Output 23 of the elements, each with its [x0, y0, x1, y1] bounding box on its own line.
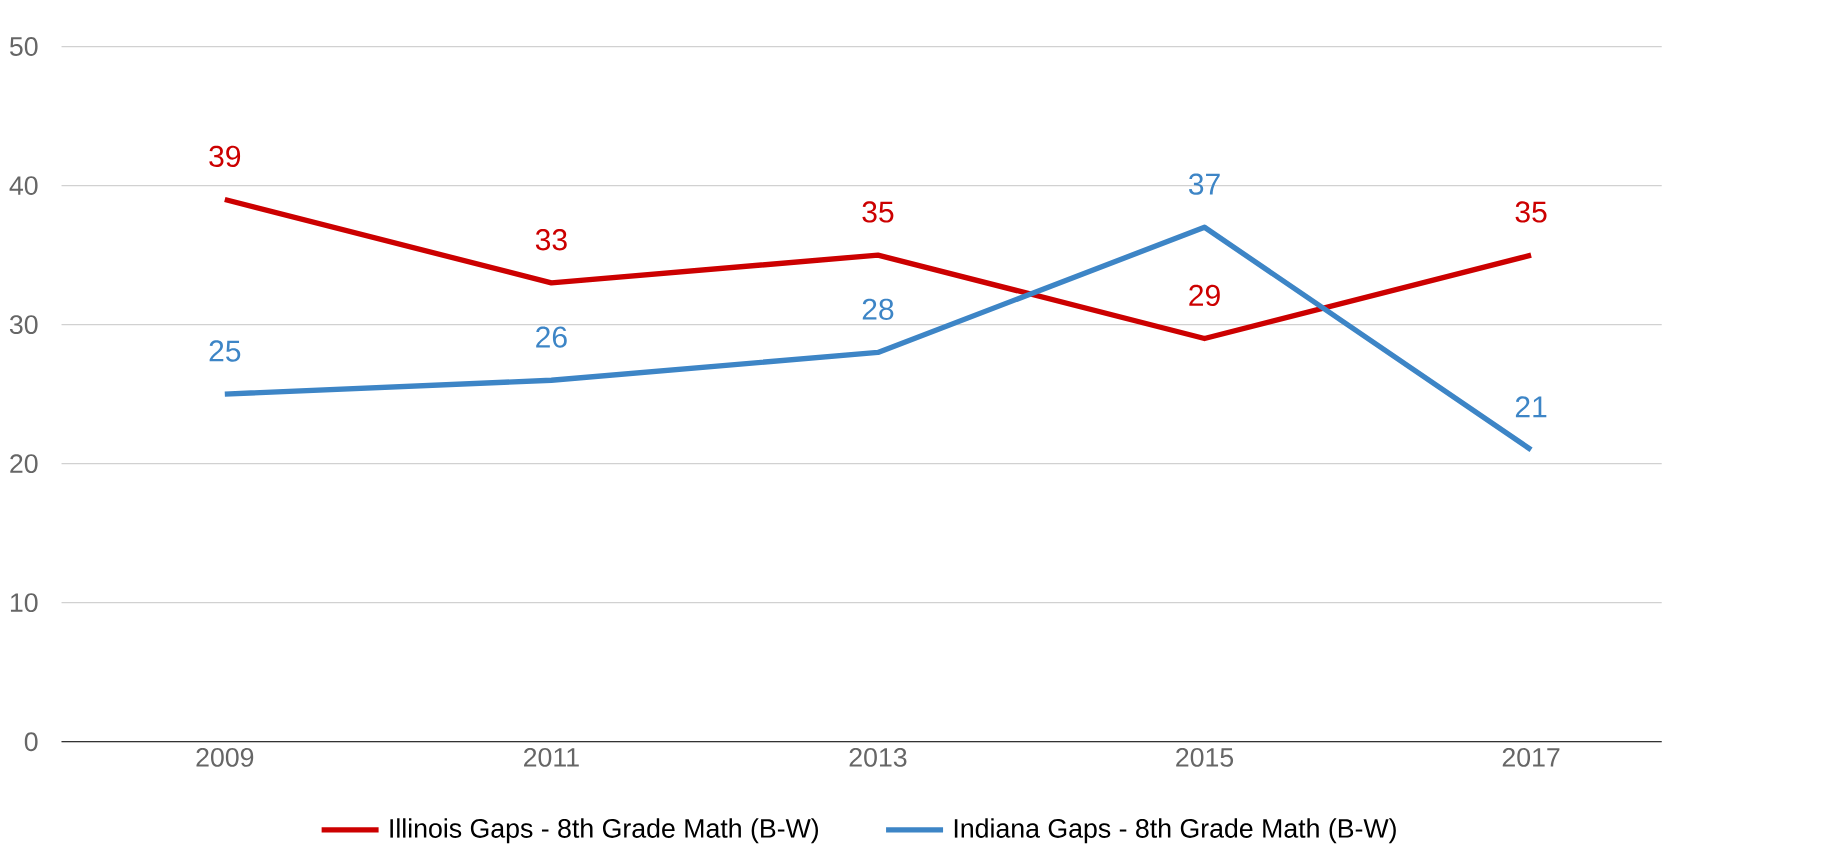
data-label: 39 — [209, 145, 241, 168]
data-label: 35 — [862, 201, 894, 223]
data-label: 29 — [1189, 284, 1220, 307]
data-label: 25 — [209, 340, 241, 362]
y-tick-label: 0 — [24, 732, 38, 752]
y-tick-label: 20 — [10, 454, 38, 474]
legend-label: Illinois Gaps - 8th Grade Math (B-W) — [390, 818, 819, 844]
x-tick-label: 2015 — [1176, 747, 1234, 767]
data-label: 28 — [862, 298, 894, 320]
x-tick-label: 2017 — [1502, 747, 1560, 767]
data-label: 21 — [1515, 396, 1547, 418]
x-tick-label: 2009 — [196, 747, 254, 767]
y-tick-label: 40 — [9, 176, 38, 196]
x-tick-label: 2011 — [524, 747, 579, 767]
y-tick-label: 50 — [9, 37, 38, 57]
y-tick-label: 10 — [10, 593, 38, 613]
data-label: 37 — [1188, 173, 1220, 195]
data-label: 33 — [535, 229, 567, 251]
x-tick-label: 2013 — [849, 747, 907, 767]
data-label: 35 — [1515, 201, 1547, 223]
legend-label: Indiana Gaps - 8th Grade Math (B-W) — [954, 818, 1396, 844]
y-tick-label: 30 — [9, 315, 38, 335]
data-label: 26 — [536, 326, 567, 348]
